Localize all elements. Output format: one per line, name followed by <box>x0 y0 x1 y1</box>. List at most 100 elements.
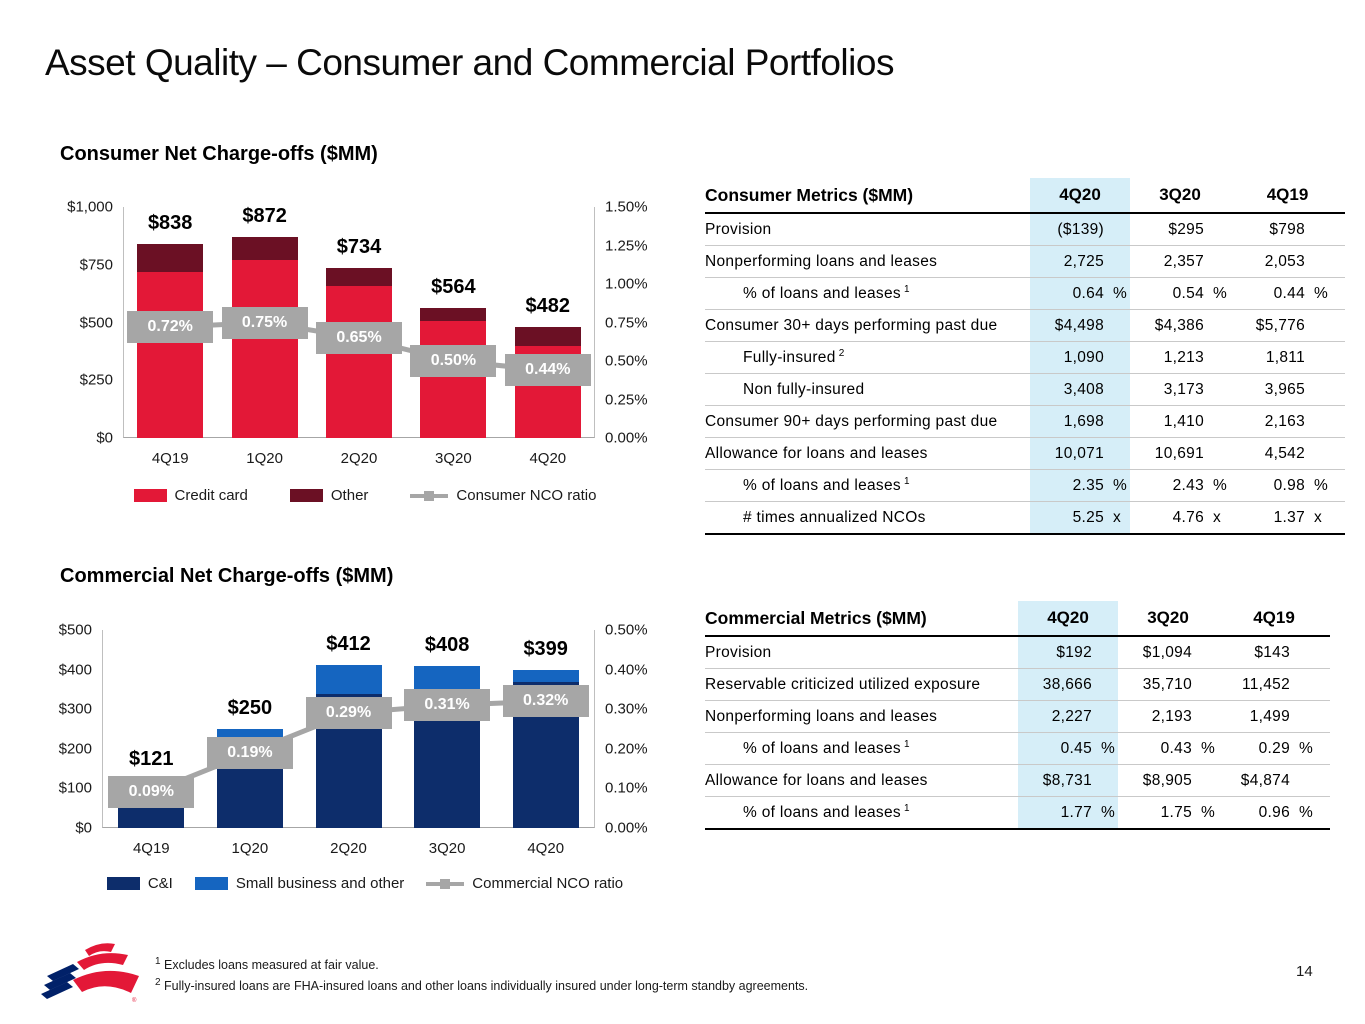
footnote-ref: 2 <box>835 348 845 359</box>
cell-number: 1.37 <box>1273 508 1305 526</box>
cell-unit: % <box>1314 284 1329 302</box>
cell-number: 1,213 <box>1163 348 1204 366</box>
cell-value: $192 <box>1018 644 1118 662</box>
cell-unit: % <box>1101 803 1116 821</box>
cell-number: 0.29 <box>1258 739 1290 757</box>
legend-line-swatch <box>426 877 465 890</box>
bar-segment-other <box>137 244 204 272</box>
cell-unit <box>1104 349 1130 367</box>
chart-legend: C&I Small business and other Commercial NC… <box>45 875 685 892</box>
cell-number: $8,905 <box>1142 771 1192 789</box>
cell-unit: % <box>1113 476 1128 494</box>
category-label: 2Q20 <box>340 450 378 467</box>
cell-unit <box>1305 317 1345 335</box>
table-row: Non fully-insured 3,408 3,173 3,965 <box>705 374 1345 406</box>
cell-unit <box>1192 772 1218 790</box>
cell-value: 0.64% <box>1030 285 1130 303</box>
right-axis-tick-label: 0.75% <box>605 314 648 331</box>
table-row: Provision ($139) $295 $798 <box>705 214 1345 246</box>
cell-value: 35,710 <box>1118 676 1218 694</box>
cell-number: 1,090 <box>1063 348 1104 366</box>
column-header-4q20: 4Q20 <box>1047 608 1089 627</box>
footnotes: 1 Excludes loans measured at fair value.… <box>155 955 808 997</box>
cell-unit <box>1290 708 1330 726</box>
cell-unit <box>1204 349 1230 367</box>
table-row: Reservable criticized utilized exposure 3… <box>705 669 1330 701</box>
cell-unit: x <box>1113 508 1122 526</box>
bar-segment-small-business-and-other <box>315 664 382 695</box>
cell-number: 5.25 <box>1072 508 1104 526</box>
cell-number: $8,731 <box>1042 771 1092 789</box>
commercial-nco-chart: Commercial Net Charge-offs ($MM) $500 $40… <box>45 558 705 923</box>
right-axis-tick-label: 0.40% <box>605 661 648 679</box>
cell-value: 1.77% <box>1018 804 1118 822</box>
cell-number: 10,071 <box>1054 444 1104 462</box>
consumer-nco-chart: Consumer Net Charge-offs ($MM) $1,000 $75… <box>45 135 705 530</box>
cell-number: 2.43 <box>1172 476 1204 494</box>
right-axis-tick-label: 0.10% <box>605 779 648 797</box>
chart-canvas: $500 $400 $300 $200 $100 $0 0.50% 0.40% 0.30% 0.2… <box>45 558 705 923</box>
bar-total-label: $121 <box>129 748 174 771</box>
cell-value: 1,698 <box>1030 413 1130 431</box>
cell-unit <box>1290 644 1330 662</box>
cell-unit <box>1104 381 1130 399</box>
cell-unit <box>1104 221 1130 239</box>
cell-unit <box>1092 644 1118 662</box>
legend-swatch-small-business-and-other <box>194 877 228 890</box>
cell-value: $1,094 <box>1118 644 1218 662</box>
cell-value: 0.54% <box>1130 285 1230 303</box>
highlight-band <box>1018 601 1118 830</box>
nco-ratio-point-label: 0.32% <box>502 685 589 718</box>
cell-number: 11,452 <box>1241 675 1290 693</box>
legend-line-marker <box>440 879 451 889</box>
left-axis-tick-label: $0 <box>75 819 92 837</box>
cell-number: $295 <box>1168 220 1204 238</box>
cell-number: 2,725 <box>1063 252 1104 270</box>
legend-label: C&I <box>147 875 173 892</box>
cell-unit: % <box>1314 476 1329 494</box>
cell-unit <box>1192 644 1218 662</box>
chart-canvas: $1,000 $750 $500 $250 $0 1.50% 1.25% 1.00% 0.75%… <box>45 135 705 530</box>
cell-number: 3,965 <box>1264 380 1305 398</box>
registered-mark: ® <box>132 997 137 1004</box>
bar-total-label: $250 <box>227 697 273 719</box>
legend-label: Credit card <box>174 487 248 504</box>
nco-ratio-point-label: 0.31% <box>404 689 491 722</box>
bar-total-label: $408 <box>424 634 470 657</box>
cell-value: 3,408 <box>1030 381 1130 399</box>
cell-unit <box>1092 676 1118 694</box>
cell-number: $143 <box>1254 643 1290 661</box>
table-row: % of loans and leases 1 1.77% 1.75% 0.96% <box>705 797 1330 830</box>
cell-unit: % <box>1201 739 1216 757</box>
footnote-ref: 1 <box>900 284 910 295</box>
cell-value: 0.45% <box>1018 740 1118 758</box>
left-axis-tick-label: $0 <box>96 429 113 447</box>
cell-number: 2,163 <box>1264 412 1305 430</box>
cell-value: 0.98% <box>1230 477 1345 495</box>
column-header-4q19: 4Q19 <box>1266 185 1309 204</box>
cell-unit <box>1290 676 1330 694</box>
row-label: Fully-insured 2 <box>743 348 845 366</box>
cell-number: 3,408 <box>1063 380 1104 398</box>
row-label: Nonperforming loans and leases <box>705 252 938 270</box>
footnote-1: 1 Excludes loans measured at fair value. <box>155 955 379 972</box>
table-row: % of loans and leases 1 2.35% 2.43% 0.98% <box>705 470 1345 502</box>
cell-number: 0.54 <box>1172 284 1204 302</box>
chart-title-commercial: Commercial Net Charge-offs ($MM) <box>60 565 394 587</box>
cell-value: 2,227 <box>1018 708 1118 726</box>
cell-value: 2,357 <box>1130 253 1230 271</box>
cell-value: 2,725 <box>1030 253 1130 271</box>
category-label: 2Q20 <box>330 840 367 857</box>
left-axis-tick-label: $750 <box>79 256 113 274</box>
cell-number: $5,776 <box>1255 316 1305 334</box>
row-label: % of loans and leases 1 <box>743 803 910 821</box>
bank-of-america-logo: ® <box>41 943 139 1004</box>
bar-segment-other <box>231 236 298 261</box>
cell-number: 1.77 <box>1060 803 1092 821</box>
nco-ratio-point-label: 0.50% <box>410 345 497 377</box>
cell-number: 2,227 <box>1051 707 1092 725</box>
cell-unit <box>1192 708 1218 726</box>
cell-unit <box>1092 708 1118 726</box>
chart-title-consumer: Consumer Net Charge-offs ($MM) <box>60 143 378 165</box>
